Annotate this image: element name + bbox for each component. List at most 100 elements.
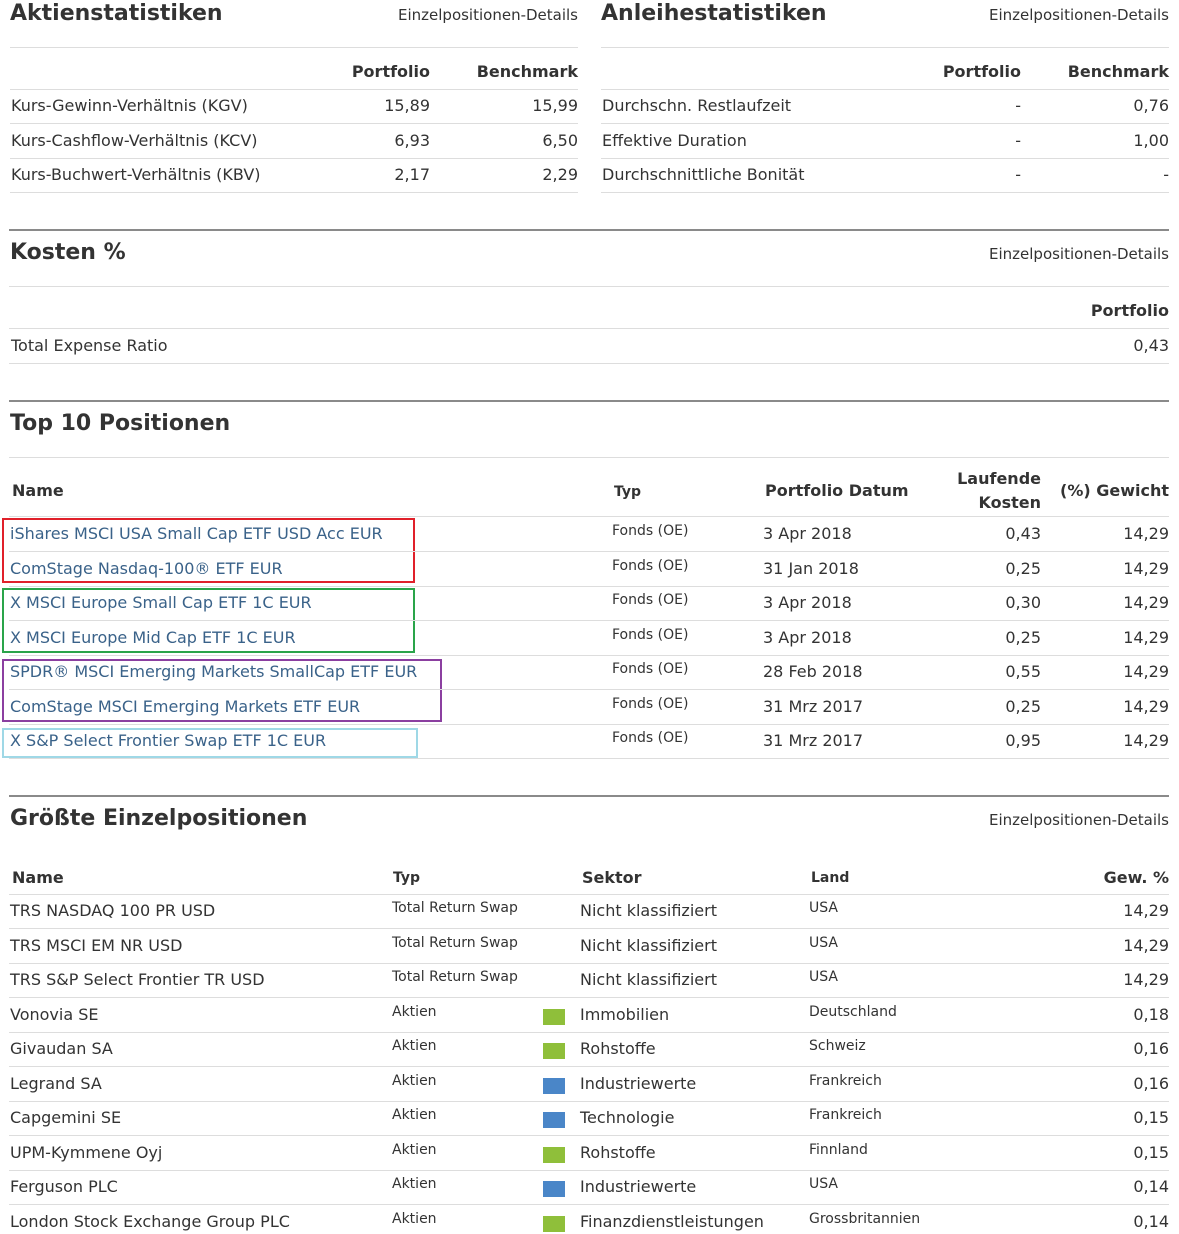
cell-type: Fonds (OE) bbox=[612, 695, 689, 712]
cell-type: Aktien bbox=[392, 1072, 437, 1089]
cell-type: Fonds (OE) bbox=[612, 592, 689, 608]
divider bbox=[10, 157, 578, 159]
cell-value: 6,93 bbox=[394, 130, 430, 150]
divider bbox=[601, 192, 1169, 193]
position-link[interactable]: SPDR® MSCI Emerging Markets SmallCap ETF… bbox=[10, 662, 418, 681]
position-link[interactable]: X MSCI Europe Small Cap ETF 1C EUR bbox=[10, 593, 312, 612]
cell-value: 14,29 bbox=[1123, 970, 1169, 989]
cell-sector: Nicht klassifiziert bbox=[580, 935, 717, 955]
cell-sector: Rohstoffe bbox=[580, 1142, 656, 1162]
divider bbox=[9, 620, 1169, 621]
cell-value: 14,29 bbox=[1123, 524, 1169, 543]
cell-name: Ferguson PLC bbox=[10, 1177, 118, 1196]
cell-type: Total Return Swap bbox=[392, 934, 518, 951]
cell-sector: Finanzdienstleistungen bbox=[580, 1211, 764, 1231]
cell-date: 3 Apr 2018 bbox=[763, 524, 852, 543]
divider bbox=[10, 89, 578, 90]
cell-name: TRS NASDAQ 100 PR USD bbox=[10, 901, 216, 920]
cell-country: USA bbox=[809, 900, 838, 916]
cell-sector: Technologie bbox=[580, 1108, 675, 1127]
divider bbox=[601, 157, 1169, 159]
divider bbox=[9, 689, 1169, 690]
cell-sector: Industriewerte bbox=[580, 1177, 697, 1196]
cell-country: Finnland bbox=[809, 1141, 868, 1158]
details-link[interactable]: Einzelpositionen-Details bbox=[989, 6, 1169, 24]
details-link[interactable]: Einzelpositionen-Details bbox=[398, 6, 578, 24]
column-header: Land bbox=[811, 870, 850, 886]
cell-value: 14,29 bbox=[1123, 558, 1169, 578]
row-label: Kurs-Cashflow-Verhältnis (KCV) bbox=[11, 130, 258, 150]
cell-date: 3 Apr 2018 bbox=[763, 627, 852, 647]
divider bbox=[9, 363, 1169, 364]
row-label: Kurs-Gewinn-Verhältnis (KGV) bbox=[11, 96, 248, 115]
cell-value: 15,99 bbox=[532, 96, 578, 115]
cell-value: 0,25 bbox=[1005, 696, 1041, 716]
row-label: Durchschn. Restlaufzeit bbox=[602, 96, 792, 115]
cell-value: - bbox=[1163, 165, 1169, 184]
column-header: Portfolio bbox=[942, 62, 1021, 81]
column-header: Typ bbox=[614, 484, 642, 500]
cell-country: USA bbox=[809, 1176, 838, 1192]
details-link[interactable]: Einzelpositionen-Details bbox=[989, 245, 1169, 263]
cell-type: Fonds (OE) bbox=[612, 626, 689, 643]
column-header: Name bbox=[12, 868, 64, 887]
divider bbox=[9, 516, 1169, 517]
divider bbox=[9, 457, 1169, 458]
cell-sector: Industriewerte bbox=[580, 1073, 697, 1093]
divider bbox=[9, 1169, 1169, 1171]
divider bbox=[9, 585, 1169, 587]
divider bbox=[9, 894, 1169, 895]
sector-icon bbox=[543, 1215, 565, 1232]
column-header: Sektor bbox=[582, 868, 642, 887]
cell-type: Fonds (OE) bbox=[612, 730, 689, 746]
divider bbox=[9, 928, 1169, 929]
section-rule bbox=[9, 229, 1169, 231]
section-title: Aktienstatistiken bbox=[10, 1, 223, 26]
position-link[interactable]: X S&P Select Frontier Swap ETF 1C EUR bbox=[10, 731, 327, 750]
position-link[interactable]: iShares MSCI USA Small Cap ETF USD Acc E… bbox=[10, 524, 383, 543]
cell-type: Fonds (OE) bbox=[612, 557, 689, 574]
position-link[interactable]: X MSCI Europe Mid Cap ETF 1C EUR bbox=[10, 627, 296, 647]
divider bbox=[9, 1031, 1169, 1033]
cell-name: UPM-Kymmene Oyj bbox=[10, 1142, 163, 1162]
cell-name: TRS S&P Select Frontier TR USD bbox=[10, 970, 265, 989]
cell-value: 1,00 bbox=[1133, 130, 1169, 150]
highlight-box bbox=[2, 659, 442, 722]
cell-type: Total Return Swap bbox=[392, 900, 518, 916]
cell-type: Total Return Swap bbox=[392, 969, 518, 985]
details-link[interactable]: Einzelpositionen-Details bbox=[989, 811, 1169, 829]
cell-name: Legrand SA bbox=[10, 1073, 102, 1093]
cell-value: 0,16 bbox=[1133, 1039, 1169, 1058]
section-title: Anleihestatistiken bbox=[601, 1, 827, 26]
cell-value: - bbox=[1015, 130, 1021, 150]
cell-value: - bbox=[1015, 165, 1021, 184]
section-title: Kosten % bbox=[10, 240, 126, 265]
divider bbox=[10, 123, 578, 124]
divider bbox=[9, 962, 1169, 964]
divider bbox=[601, 123, 1169, 124]
divider bbox=[9, 1100, 1169, 1102]
divider bbox=[601, 47, 1169, 48]
cell-name: London Stock Exchange Group PLC bbox=[10, 1211, 290, 1231]
cell-value: 0,18 bbox=[1133, 1004, 1169, 1024]
divider bbox=[10, 192, 578, 193]
cell-value: 0,25 bbox=[1005, 558, 1041, 578]
cell-name: TRS MSCI EM NR USD bbox=[10, 935, 183, 955]
divider bbox=[9, 758, 1169, 759]
cell-value: 0,95 bbox=[1005, 731, 1041, 750]
cell-value: 15,89 bbox=[384, 96, 430, 115]
position-link[interactable]: ComStage Nasdaq-100® ETF EUR bbox=[10, 558, 283, 578]
cell-value: 14,29 bbox=[1123, 662, 1169, 681]
cell-sector: Nicht klassifiziert bbox=[580, 970, 717, 989]
cell-sector: Nicht klassifiziert bbox=[580, 901, 717, 920]
cell-type: Aktien bbox=[392, 1141, 437, 1158]
row-label: Effektive Duration bbox=[602, 130, 747, 150]
section-title: Top 10 Positionen bbox=[10, 411, 231, 436]
cell-value: 14,29 bbox=[1123, 901, 1169, 920]
cell-name: Vonovia SE bbox=[10, 1004, 99, 1024]
cell-value: 14,29 bbox=[1123, 627, 1169, 647]
cell-value: 0,16 bbox=[1133, 1073, 1169, 1093]
column-header: Portfolio bbox=[351, 62, 430, 81]
position-link[interactable]: ComStage MSCI Emerging Markets ETF EUR bbox=[10, 696, 361, 716]
